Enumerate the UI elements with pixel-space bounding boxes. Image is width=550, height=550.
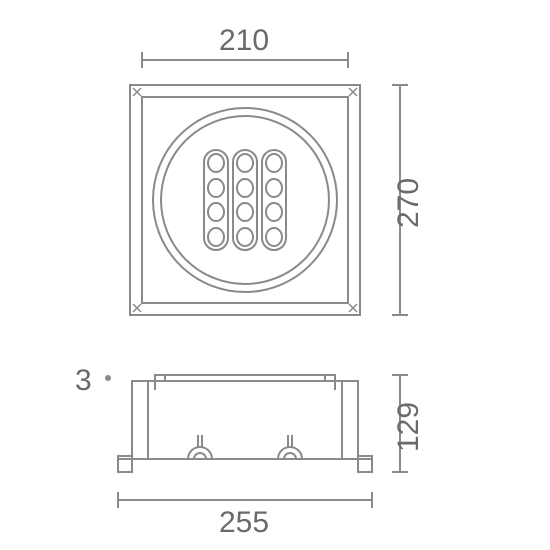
inner-frame [142, 97, 348, 303]
dim-dot [105, 375, 111, 381]
corner-screws [133, 88, 357, 312]
mount-rings [188, 435, 302, 459]
dim-right-bottom: 129 [392, 402, 425, 452]
body-outer [132, 381, 358, 459]
dim-top-width: 210 [219, 24, 269, 57]
side-view [118, 375, 372, 472]
dim-right-top: 270 [392, 178, 425, 228]
technical-drawing: 210 270 129 255 3 [0, 0, 550, 550]
led-ring-outer [153, 108, 337, 292]
led-array [204, 150, 286, 250]
outer-frame [130, 85, 360, 315]
led-ring-inner [161, 116, 329, 284]
dim-bottom-width: 255 [219, 506, 269, 539]
dim-left-small: 3 [75, 364, 92, 397]
top-view [130, 85, 360, 315]
